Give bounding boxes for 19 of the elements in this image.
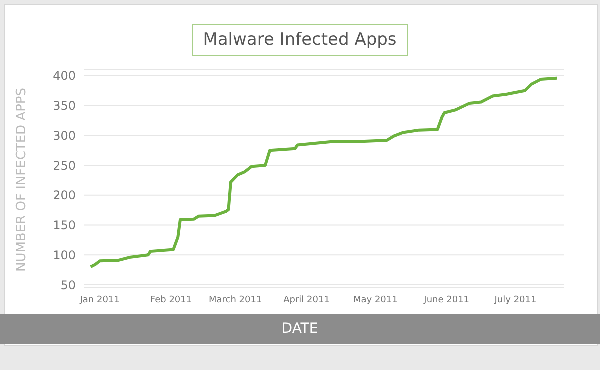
x-axis-title: DATE: [0, 314, 600, 344]
y-tick-label: 350: [53, 99, 76, 114]
y-tick-label: 100: [53, 248, 76, 262]
x-tick-label: June 2011: [423, 295, 470, 306]
y-axis-title: NUMBER OF INFECTED APPS: [14, 88, 30, 272]
y-tick-label: 50: [60, 278, 76, 292]
x-tick-label: July 2011: [494, 295, 537, 306]
x-tick-label: May 2011: [353, 295, 398, 306]
y-tick-label: 400: [53, 69, 76, 84]
x-tick-label: April 2011: [284, 295, 330, 306]
line-series: [89, 76, 559, 269]
x-tick-label: Jan 2011: [79, 295, 120, 306]
y-tick-label: 250: [53, 158, 76, 173]
y-tick-label: 300: [53, 128, 76, 143]
x-tick-label: March 2011: [208, 295, 262, 306]
y-tick-label: 150: [53, 218, 76, 233]
y-tick-label: 200: [53, 188, 76, 203]
x-tick-label: Feb 2011: [150, 295, 192, 306]
chart-title: Malware Infected Apps: [192, 24, 408, 56]
